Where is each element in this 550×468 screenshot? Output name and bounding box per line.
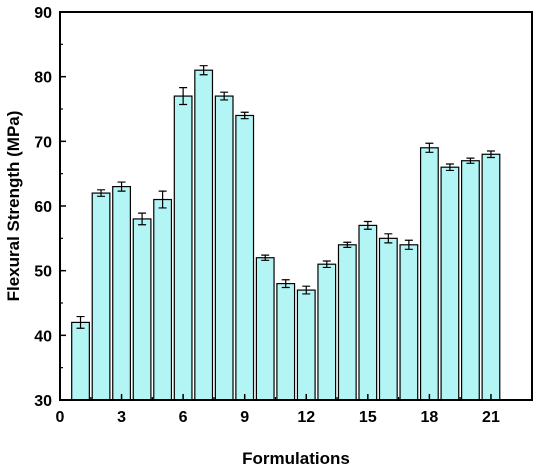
error-bar-11 [281,279,290,289]
bar-12 [296,289,316,401]
y-tick-label-30: 30 [34,393,52,410]
bar-10 [255,257,275,401]
error-bar-20 [466,157,475,164]
bar-6 [173,95,193,401]
bar-8 [214,95,234,401]
error-bar-19 [445,163,454,172]
bar-4 [132,218,152,401]
bar-9 [235,114,255,401]
y-tick-label-70: 70 [34,134,52,151]
error-bar-6 [179,87,188,106]
bar-17 [399,244,419,401]
bar-21 [481,153,501,401]
bar-7 [194,69,214,401]
x-tick-label-6: 6 [179,409,188,426]
error-bar-16 [384,233,393,244]
bar-3 [112,186,131,401]
bar-15 [358,224,378,401]
y-tick-label-50: 50 [34,264,52,281]
error-bar-9 [240,111,249,120]
error-bar-18 [425,142,434,153]
error-bars-group [76,65,495,329]
bar-20 [461,160,480,401]
x-tick-label-15: 15 [359,409,377,426]
x-tick-label-0: 0 [56,409,65,426]
error-bar-15 [363,220,372,230]
x-axis-label: Formulations [242,449,350,468]
error-bar-14 [343,241,352,248]
y-tick-label-40: 40 [34,328,52,345]
bar-5 [153,198,173,401]
error-bar-17 [404,239,413,250]
x-tick-label-12: 12 [297,409,315,426]
y-tick-label-60: 60 [34,199,52,216]
y-tick-label-80: 80 [34,70,52,87]
error-bar-21 [486,150,495,159]
bar-18 [419,147,439,401]
bar-11 [276,283,296,401]
error-bar-8 [220,91,229,101]
error-bar-10 [261,254,270,261]
x-tick-label-3: 3 [117,409,126,426]
error-bar-7 [199,65,208,76]
bar-1 [71,321,90,401]
bar-13 [317,263,337,401]
x-tick-label-9: 9 [240,409,249,426]
y-axis-label: Flexural Strength (MPa) [4,111,23,302]
x-tick-label-18: 18 [420,409,438,426]
error-bar-12 [302,285,311,295]
bar-14 [337,244,357,401]
error-bar-13 [322,260,331,269]
bars-group [71,69,501,401]
y-tick-label-90: 90 [34,5,52,22]
error-bar-1 [76,315,85,329]
error-bar-3 [117,181,126,192]
bar-2 [91,192,111,401]
ticks-group: 0 3 6 9 12 15 18 21 30 40 50 60 70 80 90 [34,5,500,426]
x-tick-label-21: 21 [482,409,500,426]
bar-16 [378,237,398,401]
error-bar-5 [158,190,167,209]
error-bar-2 [97,189,106,197]
error-bar-4 [138,212,147,226]
bar-19 [440,166,460,401]
